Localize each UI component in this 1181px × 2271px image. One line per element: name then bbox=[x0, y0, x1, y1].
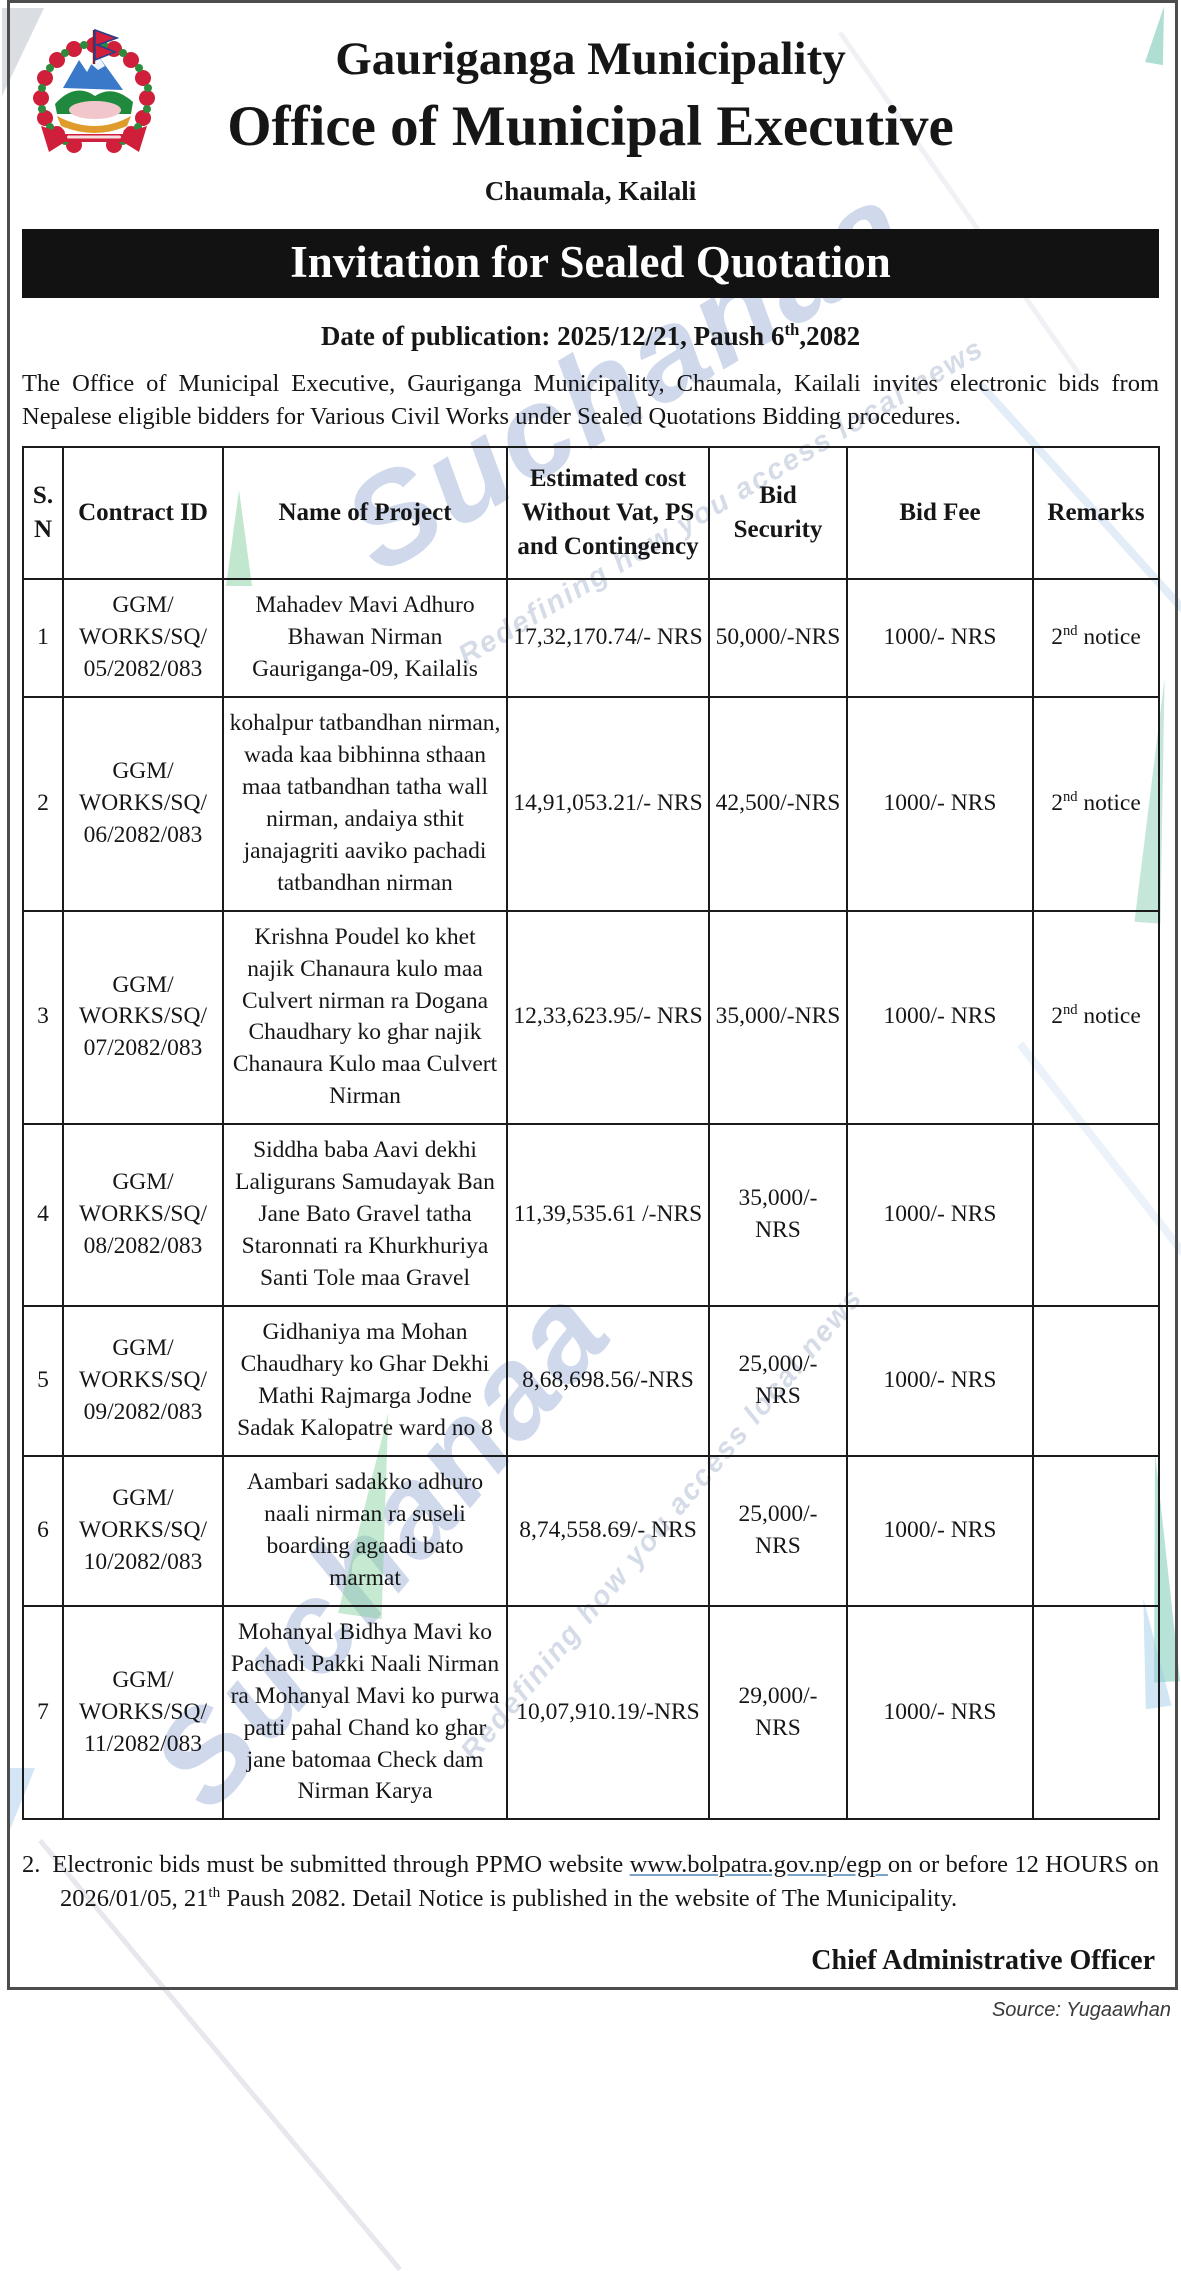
cell-contract-id: GGM/ WORKS/SQ/ 05/2082/083 bbox=[62, 578, 224, 698]
note-number: 2. bbox=[22, 1851, 41, 1879]
cell-bid-fee: 1000/- NRS bbox=[846, 1604, 1034, 1821]
cell-cost: 17,32,170.74/- NRS bbox=[506, 578, 710, 698]
intro-paragraph: The Office of Municipal Executive, Gauri… bbox=[22, 370, 1159, 430]
cell-sn: 4 bbox=[22, 1123, 64, 1308]
cell-bid-fee: 1000/- NRS bbox=[846, 909, 1034, 1126]
table-row: 4 GGM/ WORKS/SQ/ 08/2082/083 Siddha baba… bbox=[22, 1123, 1160, 1308]
col-header-remarks: Remarks bbox=[1032, 446, 1160, 581]
col-header-bid-security: Bid Security bbox=[708, 446, 848, 581]
cell-remarks bbox=[1032, 1604, 1160, 1821]
cell-cost: 8,74,558.69/- NRS bbox=[506, 1454, 710, 1607]
table-row: 3 GGM/ WORKS/SQ/ 07/2082/083 Krishna Pou… bbox=[22, 909, 1160, 1126]
office-address: Chaumala, Kailali bbox=[484, 176, 697, 207]
cell-sn: 6 bbox=[22, 1454, 64, 1607]
cell-sn: 5 bbox=[22, 1305, 64, 1457]
ppmo-website-link[interactable]: www.bolpatra.gov.np/egp bbox=[629, 1851, 888, 1879]
cell-project: kohalpur tatbandhan nirman, wada kaa bib… bbox=[222, 695, 508, 912]
col-header-contract-id: Contract ID bbox=[62, 446, 224, 581]
cell-bid-security: 25,000/- NRS bbox=[708, 1454, 848, 1607]
cell-cost: 10,07,910.19/-NRS bbox=[506, 1604, 710, 1821]
cell-project: Gidhaniya ma Mohan Chaudhary ko Ghar Dek… bbox=[222, 1305, 508, 1457]
cell-bid-security: 35,000/- NRS bbox=[708, 1123, 848, 1308]
notice-title-banner: Invitation for Sealed Quotation bbox=[22, 229, 1159, 299]
cell-bid-security: 42,500/-NRS bbox=[708, 695, 848, 912]
table-row: 1 GGM/ WORKS/SQ/ 05/2082/083 Mahadev Mav… bbox=[22, 578, 1160, 698]
cell-contract-id: GGM/ WORKS/SQ/ 07/2082/083 bbox=[62, 909, 224, 1126]
col-header-project: Name of Project bbox=[222, 446, 508, 581]
table-header-row: S. N Contract ID Name of Project Estimat… bbox=[22, 446, 1160, 581]
cell-cost: 8,68,698.56/-NRS bbox=[506, 1305, 710, 1457]
cell-cost: 11,39,535.61 /-NRS bbox=[506, 1123, 710, 1308]
cell-project: Mahadev Mavi Adhuro Bhawan Nirman Gaurig… bbox=[222, 578, 508, 698]
cell-bid-fee: 1000/- NRS bbox=[846, 578, 1034, 698]
cell-cost: 12,33,623.95/- NRS bbox=[506, 909, 710, 1126]
cell-remarks bbox=[1032, 1305, 1160, 1457]
ordinal-suffix: th bbox=[208, 1883, 221, 1901]
cell-contract-id: GGM/ WORKS/SQ/ 11/2082/083 bbox=[62, 1604, 224, 1821]
cell-bid-fee: 1000/- NRS bbox=[846, 1454, 1034, 1607]
cell-bid-fee: 1000/- NRS bbox=[846, 1123, 1034, 1308]
cell-project: Mohanyal Bidhya Mavi ko Pachadi Pakki Na… bbox=[222, 1604, 508, 1821]
cell-bid-security: 29,000/- NRS bbox=[708, 1604, 848, 1821]
col-header-sn: S. N bbox=[22, 446, 64, 581]
municipality-title: Gauriganga Municipality bbox=[335, 33, 846, 85]
note-text: Paush 2082. Detail Notice is published i… bbox=[220, 1884, 958, 1912]
cell-project: Krishna Poudel ko khet najik Chanaura ku… bbox=[222, 909, 508, 1126]
table-row: 7 GGM/ WORKS/SQ/ 11/2082/083 Mohanyal Bi… bbox=[22, 1604, 1160, 1821]
cell-remarks: 2nd notice bbox=[1032, 578, 1160, 698]
cell-contract-id: GGM/ WORKS/SQ/ 08/2082/083 bbox=[62, 1123, 224, 1308]
cell-remarks: 2nd notice bbox=[1032, 695, 1160, 912]
cell-project: Aambari sadakko adhuro naali nirman ra s… bbox=[222, 1454, 508, 1607]
cell-bid-security: 50,000/-NRS bbox=[708, 578, 848, 698]
ordinal-suffix: th bbox=[784, 320, 800, 340]
table-row: 5 GGM/ WORKS/SQ/ 09/2082/083 Gidhaniya m… bbox=[22, 1305, 1160, 1457]
publication-date-text: Date of publication: 2025/12/21, Paush 6 bbox=[320, 321, 785, 352]
signature-title: Chief Administrative Officer bbox=[811, 1945, 1155, 1977]
cell-sn: 7 bbox=[22, 1604, 64, 1821]
cell-bid-security: 25,000/- NRS bbox=[708, 1305, 848, 1457]
notice-title: Invitation for Sealed Quotation bbox=[290, 237, 891, 288]
letterhead: Gauriganga Municipality Office of Munici… bbox=[22, 0, 1159, 207]
cell-sn: 2 bbox=[22, 695, 64, 912]
cell-remarks bbox=[1032, 1123, 1160, 1308]
cell-contract-id: GGM/ WORKS/SQ/ 10/2082/083 bbox=[62, 1454, 224, 1607]
table-row: 6 GGM/ WORKS/SQ/ 10/2082/083 Aambari sad… bbox=[22, 1454, 1160, 1607]
nepal-coat-of-arms-icon bbox=[33, 28, 155, 153]
cell-sn: 3 bbox=[22, 909, 64, 1126]
office-title: Office of Municipal Executive bbox=[227, 94, 954, 158]
col-header-cost: Estimated cost Without Vat, PS and Conti… bbox=[506, 446, 710, 581]
submission-note: 2. Electronic bids must be submitted thro… bbox=[22, 1848, 1159, 1915]
source-credit: Source: Yugaawhan bbox=[991, 1999, 1171, 2021]
cell-bid-security: 35,000/-NRS bbox=[708, 909, 848, 1126]
cell-project: Siddha baba Aavi dekhi Laligurans Samuda… bbox=[222, 1123, 508, 1308]
cell-bid-fee: 1000/- NRS bbox=[846, 1305, 1034, 1457]
cell-contract-id: GGM/ WORKS/SQ/ 09/2082/083 bbox=[62, 1305, 224, 1457]
cell-sn: 1 bbox=[22, 578, 64, 698]
note-text: Electronic bids must be submitted throug… bbox=[52, 1851, 630, 1879]
publication-year: ,2082 bbox=[799, 321, 861, 352]
cell-contract-id: GGM/ WORKS/SQ/ 06/2082/083 bbox=[62, 695, 224, 912]
note-text: on or before 12 HOURS on 2026/01/05, 21 bbox=[60, 1851, 1160, 1912]
quotation-table: S. N Contract ID Name of Project Estimat… bbox=[22, 446, 1160, 1821]
cell-cost: 14,91,053.21/- NRS bbox=[506, 695, 710, 912]
col-header-bid-fee: Bid Fee bbox=[846, 446, 1034, 581]
cell-bid-fee: 1000/- NRS bbox=[846, 695, 1034, 912]
publication-date: Date of publication: 2025/12/21, Paush 6… bbox=[22, 320, 1159, 352]
table-row: 2 GGM/ WORKS/SQ/ 06/2082/083 kohalpur ta… bbox=[22, 695, 1160, 912]
cell-remarks: 2nd notice bbox=[1032, 909, 1160, 1126]
cell-remarks bbox=[1032, 1454, 1160, 1607]
